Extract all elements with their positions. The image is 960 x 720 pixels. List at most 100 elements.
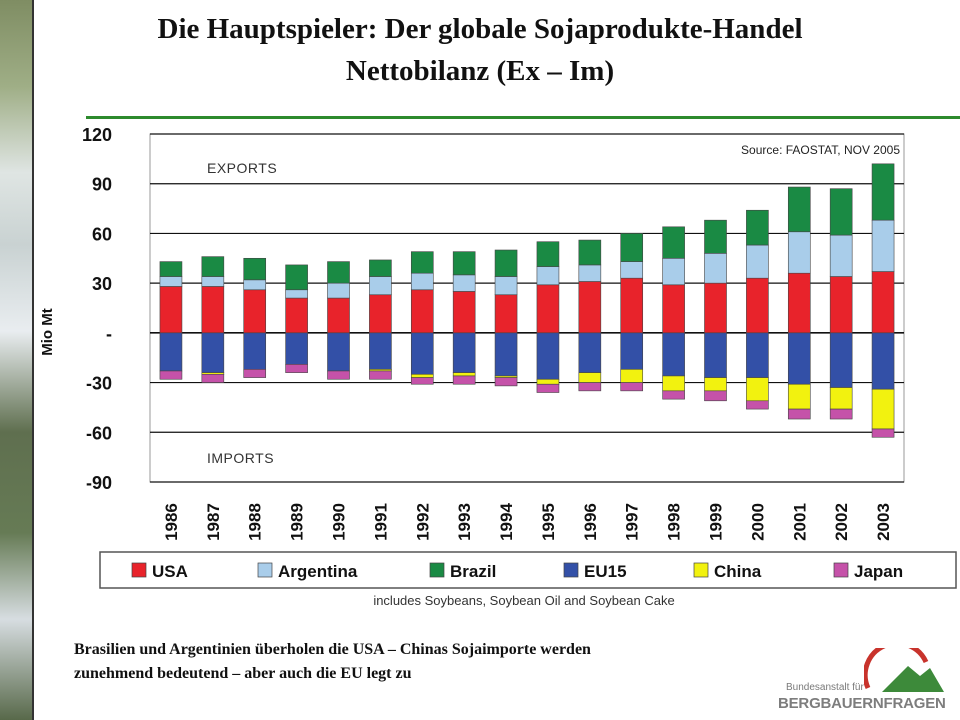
x-tick-label: 2003 bbox=[874, 503, 893, 541]
bar-usa-1989 bbox=[285, 297, 308, 334]
bar-usa-1999 bbox=[704, 282, 727, 334]
bar-argentina-1998 bbox=[662, 257, 685, 286]
bar-japan-1993 bbox=[452, 375, 476, 385]
x-tick-label: 1991 bbox=[371, 503, 390, 541]
annotation-imports: IMPORTS bbox=[207, 450, 274, 466]
bar-eu15-1995 bbox=[536, 332, 560, 380]
legend-swatch-argentina bbox=[257, 562, 273, 578]
x-tick-label: 1999 bbox=[707, 503, 726, 541]
bar-usa-1988 bbox=[243, 289, 267, 334]
bar-brazil-1995 bbox=[536, 241, 560, 267]
bar-eu15-1988 bbox=[243, 332, 267, 370]
gridlines bbox=[149, 133, 905, 483]
bar-brazil-1990 bbox=[327, 261, 350, 284]
bar-eu15-1990 bbox=[327, 332, 350, 372]
bar-eu15-1989 bbox=[285, 332, 308, 365]
x-tick-label: 1996 bbox=[581, 503, 600, 541]
bar-japan-1994 bbox=[494, 377, 518, 387]
bar-usa-1993 bbox=[452, 291, 476, 334]
bar-eu15-1994 bbox=[494, 332, 518, 377]
bar-argentina-1996 bbox=[578, 264, 602, 282]
bar-usa-1997 bbox=[620, 277, 644, 334]
bar-usa-2003 bbox=[871, 271, 895, 334]
legend-swatch-japan bbox=[833, 562, 849, 578]
bar-japan-1989 bbox=[285, 364, 308, 373]
bar-brazil-1992 bbox=[410, 251, 434, 274]
bar-eu15-2000 bbox=[746, 332, 769, 378]
bar-brazil-1997 bbox=[620, 233, 644, 262]
bar-usa-1986 bbox=[159, 286, 183, 334]
bar-eu15-2001 bbox=[787, 332, 811, 385]
legend-swatch-usa bbox=[131, 562, 147, 578]
mountain-logo-icon bbox=[864, 648, 944, 692]
bar-china-2000 bbox=[746, 377, 769, 402]
slide-caption: Brasilien und Argentinien überholen die … bbox=[74, 638, 854, 686]
legend-swatch-china bbox=[693, 562, 709, 578]
x-tick-label: 2000 bbox=[748, 503, 767, 541]
bar-eu15-1999 bbox=[704, 332, 727, 378]
net-trade-bar-chart: 120 90 60 30 - -30 -60 -90 Mio Mt EXPORTS IMPOR… bbox=[39, 125, 957, 608]
bar-eu15-2003 bbox=[871, 332, 895, 390]
bar-japan-1996 bbox=[578, 382, 602, 392]
y-tick-label: 30 bbox=[92, 274, 112, 294]
y-tick-label: 90 bbox=[92, 175, 112, 195]
bar-brazil-1999 bbox=[704, 219, 727, 254]
bar-japan-1986 bbox=[159, 370, 183, 380]
bar-argentina-2003 bbox=[871, 219, 895, 272]
bar-argentina-1999 bbox=[704, 253, 727, 284]
y-axis-label: Mio Mt bbox=[39, 308, 56, 355]
source-note: Source: FAOSTAT, NOV 2005 bbox=[741, 143, 900, 157]
bar-china-1993 bbox=[452, 372, 476, 377]
bar-brazil-2002 bbox=[829, 188, 853, 236]
bar-argentina-1995 bbox=[536, 266, 560, 286]
legend-swatch-eu15 bbox=[563, 562, 579, 578]
bar-argentina-1989 bbox=[285, 289, 308, 299]
bar-brazil-2000 bbox=[746, 209, 769, 246]
bar-usa-1994 bbox=[494, 294, 518, 334]
annotation-exports: EXPORTS bbox=[207, 160, 277, 176]
bar-eu15-1987 bbox=[201, 332, 225, 373]
bar-argentina-1988 bbox=[243, 279, 267, 291]
caption-line-2: zunehmend bedeutend – aber auch die EU l… bbox=[74, 665, 412, 682]
bar-japan-1998 bbox=[662, 390, 685, 400]
bar-china-1998 bbox=[662, 375, 685, 392]
bar-china-1995 bbox=[536, 378, 560, 385]
decorative-photo-strip bbox=[0, 0, 34, 720]
bar-brazil-1987 bbox=[201, 256, 225, 277]
x-tick-label: 1989 bbox=[288, 503, 307, 541]
y-axis-ticks: 120 90 60 30 - -30 -60 -90 bbox=[82, 125, 112, 493]
caption-line-1: Brasilien und Argentinien überholen die … bbox=[74, 641, 591, 658]
bar-argentina-1991 bbox=[369, 276, 392, 296]
bar-china-1997 bbox=[620, 369, 644, 383]
y-tick-label: -90 bbox=[86, 473, 112, 493]
bar-brazil-1991 bbox=[369, 259, 392, 277]
bar-china-2001 bbox=[787, 383, 811, 410]
title-divider bbox=[86, 116, 960, 119]
y-tick-label: 60 bbox=[92, 224, 112, 244]
bar-argentina-1993 bbox=[452, 274, 476, 292]
bar-usa-2002 bbox=[829, 276, 853, 334]
bar-brazil-1994 bbox=[494, 249, 518, 277]
bar-eu15-1992 bbox=[410, 332, 434, 375]
legend-label-brazil: Brazil bbox=[450, 562, 496, 581]
bar-china-1992 bbox=[410, 373, 434, 378]
bar-japan-1987 bbox=[201, 373, 225, 383]
bar-japan-2000 bbox=[746, 400, 769, 410]
y-tick-label: -30 bbox=[86, 374, 112, 394]
bar-argentina-1990 bbox=[327, 282, 350, 299]
bar-usa-1996 bbox=[578, 281, 602, 334]
bar-brazil-1996 bbox=[578, 239, 602, 266]
x-tick-label: 1986 bbox=[162, 503, 181, 541]
bar-china-1996 bbox=[578, 372, 602, 383]
bar-argentina-1986 bbox=[159, 276, 183, 287]
bar-brazil-2001 bbox=[787, 186, 811, 233]
bar-brazil-2003 bbox=[871, 163, 895, 221]
bar-brazil-1993 bbox=[452, 251, 476, 276]
title-line-1: Die Hauptspieler: Der globale Sojaproduk… bbox=[157, 13, 803, 45]
bar-brazil-1998 bbox=[662, 226, 685, 259]
x-tick-label: 1995 bbox=[539, 503, 558, 541]
x-tick-label: 1994 bbox=[497, 503, 516, 541]
legend: USA Argentina Brazil EU15 China Japan bbox=[131, 562, 903, 581]
bar-argentina-2000 bbox=[746, 244, 769, 279]
x-tick-label: 1992 bbox=[413, 503, 432, 541]
